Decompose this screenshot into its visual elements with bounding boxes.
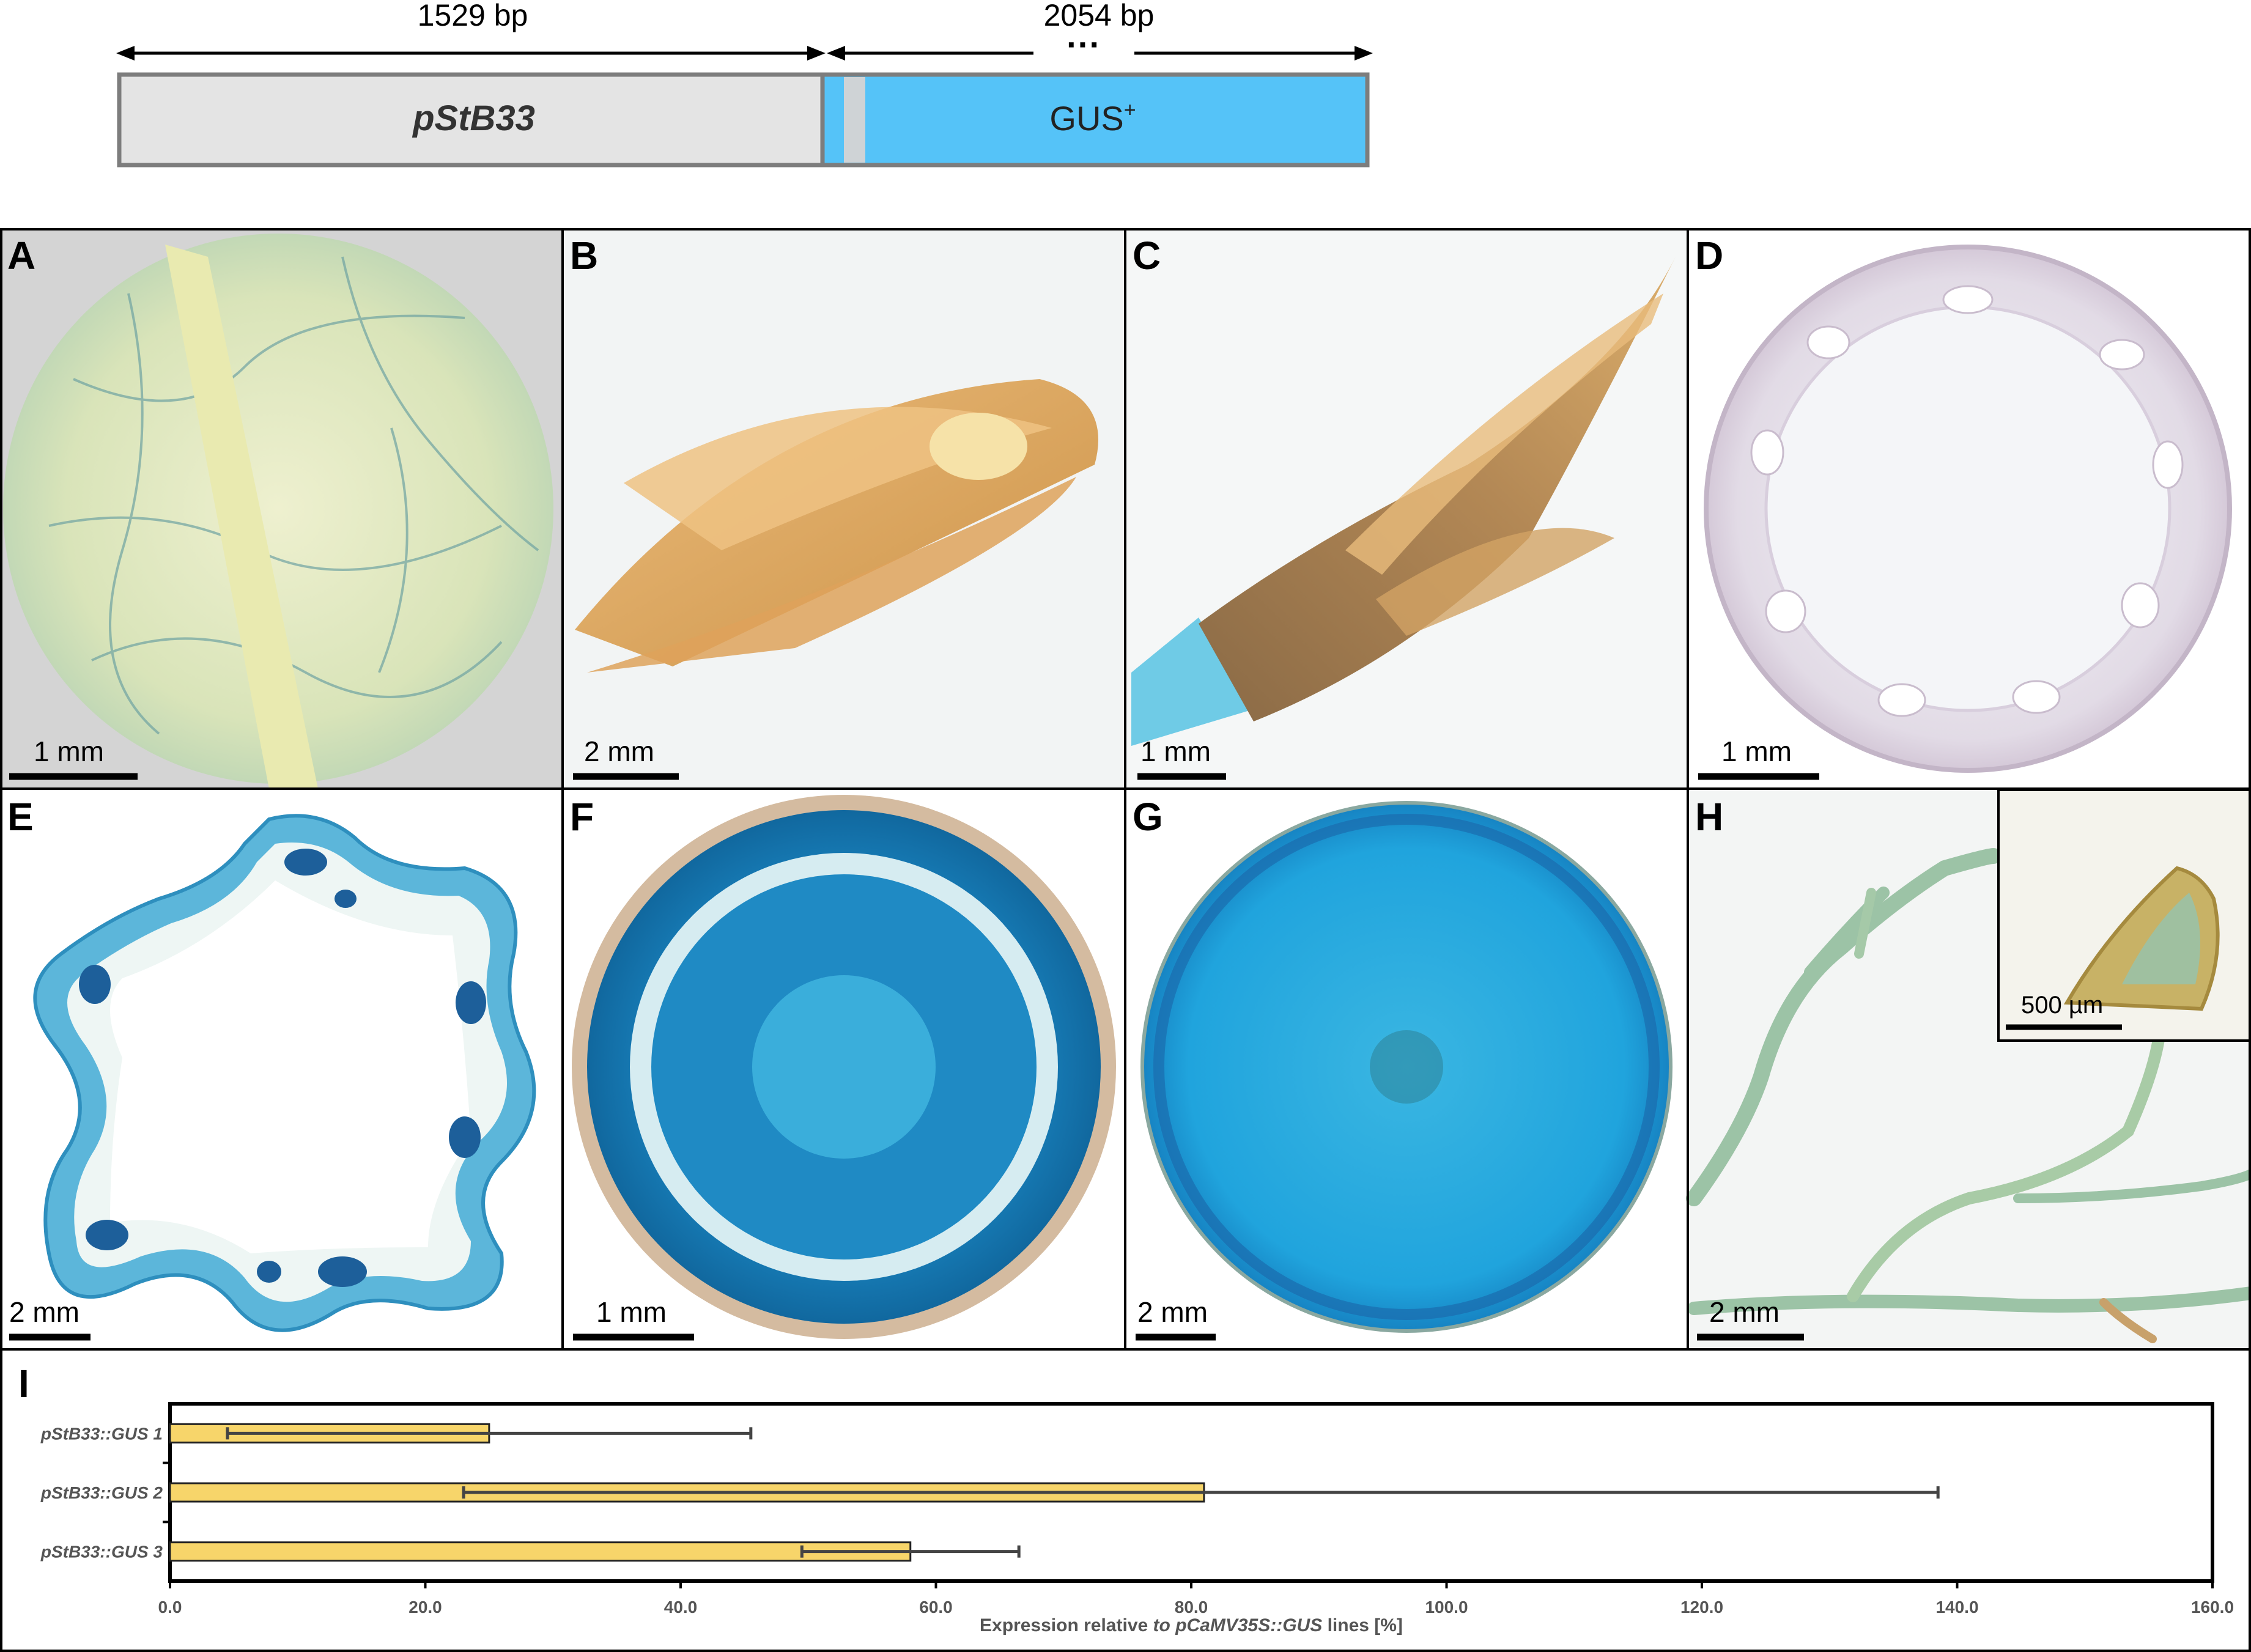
construct-diagram: 1529 bp 2054 bp ··· pStB33 GUS+ xyxy=(116,0,1373,168)
scale-text-b: 2 mm xyxy=(584,736,654,767)
x-tick-label-1: 20.0 xyxy=(408,1598,442,1617)
x-tick-label-2: 40.0 xyxy=(664,1598,698,1617)
x-tick-label-8: 160.0 xyxy=(2191,1598,2234,1617)
spacer-segment xyxy=(844,77,865,163)
x-axis-label-prefix: Expression relative xyxy=(980,1615,1148,1635)
length-label-2054: 2054 bp xyxy=(1044,0,1155,32)
x-tick-label-6: 120.0 xyxy=(1680,1598,1723,1617)
reporter-label: GUS+ xyxy=(1049,98,1136,138)
scale-text-a: 1 mm xyxy=(34,736,104,767)
promoter-label: pStB33 xyxy=(412,98,535,138)
x-tick-labels: 0.0 20.0 40.0 60.0 80.0 100.0 120.0 140.0 160.0 xyxy=(158,1581,2234,1617)
scale-texts: 1 mm 2 mm 1 mm 1 mm 2 mm 1 mm 2 mm 2 mm … xyxy=(9,736,2103,1328)
panel-e xyxy=(0,789,563,1349)
panel-label-c: C xyxy=(1133,234,1161,278)
x-axis-label-suffix: lines [%] xyxy=(1322,1615,1403,1635)
scale-text-f: 1 mm xyxy=(596,1296,667,1328)
category-label-3: pStB33::GUS 3 xyxy=(40,1543,163,1562)
root-image xyxy=(1686,848,2251,1343)
vascular-bundles-e xyxy=(79,849,486,1287)
error-bar-1 xyxy=(226,1427,753,1440)
scale-text-e: 2 mm xyxy=(9,1296,79,1328)
scale-text-d: 1 mm xyxy=(1721,736,1792,767)
vascular-bundles xyxy=(1750,285,2184,717)
x-tick-label-4: 80.0 xyxy=(1175,1598,1208,1617)
panel-label-f: F xyxy=(570,795,594,839)
panel-g xyxy=(1125,789,1688,1349)
panel-h xyxy=(1686,789,2251,1349)
panel-label-d: D xyxy=(1695,234,1723,278)
panel-labels: A B C D E F G H xyxy=(7,234,1723,839)
scale-text-c: 1 mm xyxy=(1140,736,1211,767)
x-axis-label: Expression relative to pCaMV35S::GUS lin… xyxy=(980,1615,1403,1635)
panel-label-i: I xyxy=(18,1362,29,1406)
error-bars xyxy=(226,1427,1940,1558)
panel-label-b: B xyxy=(570,234,598,278)
ellipsis-dots: ··· xyxy=(1066,25,1101,64)
length-label-1529: 1529 bp xyxy=(418,0,528,32)
length-arrow-2054 xyxy=(827,46,1373,61)
x-tick-label-3: 60.0 xyxy=(919,1598,953,1617)
open-flower-image xyxy=(1131,257,1676,746)
panel-label-e: E xyxy=(7,795,34,839)
panel-label-h: H xyxy=(1695,795,1723,839)
scale-text-h: 2 mm xyxy=(1709,1296,1780,1328)
x-tick-label-5: 100.0 xyxy=(1425,1598,1468,1617)
reporter-superscript: + xyxy=(1124,98,1136,122)
panel-label-a: A xyxy=(7,234,35,278)
panel-c xyxy=(1125,229,1688,789)
scale-text-h-inset: 500 µm xyxy=(2021,992,2103,1019)
x-axis-label-italic: to pCaMV35S::GUS xyxy=(1148,1615,1322,1635)
panel-a xyxy=(0,229,563,789)
panel-label-g: G xyxy=(1133,795,1163,839)
panel-b xyxy=(563,229,1125,789)
category-label-1: pStB33::GUS 1 xyxy=(40,1424,163,1443)
inset-h xyxy=(1997,789,2251,1042)
promoter-box xyxy=(117,72,825,168)
x-tick-label-7: 140.0 xyxy=(1935,1598,1978,1617)
length-arrow-1529 xyxy=(116,46,826,61)
panel-f xyxy=(563,789,1125,1349)
flower-bud-image xyxy=(575,379,1098,673)
bar-3 xyxy=(169,1541,912,1562)
panel-d xyxy=(1688,229,2251,789)
error-bar-3 xyxy=(800,1545,1021,1558)
leaf-midrib xyxy=(165,245,318,789)
category-label-2: pStB33::GUS 2 xyxy=(40,1483,163,1502)
reporter-name: GUS xyxy=(1049,99,1123,138)
x-tick-label-0: 0.0 xyxy=(158,1598,182,1617)
reporter-box xyxy=(820,72,1370,168)
scale-text-g: 2 mm xyxy=(1137,1296,1208,1328)
error-bar-2 xyxy=(462,1486,1940,1499)
